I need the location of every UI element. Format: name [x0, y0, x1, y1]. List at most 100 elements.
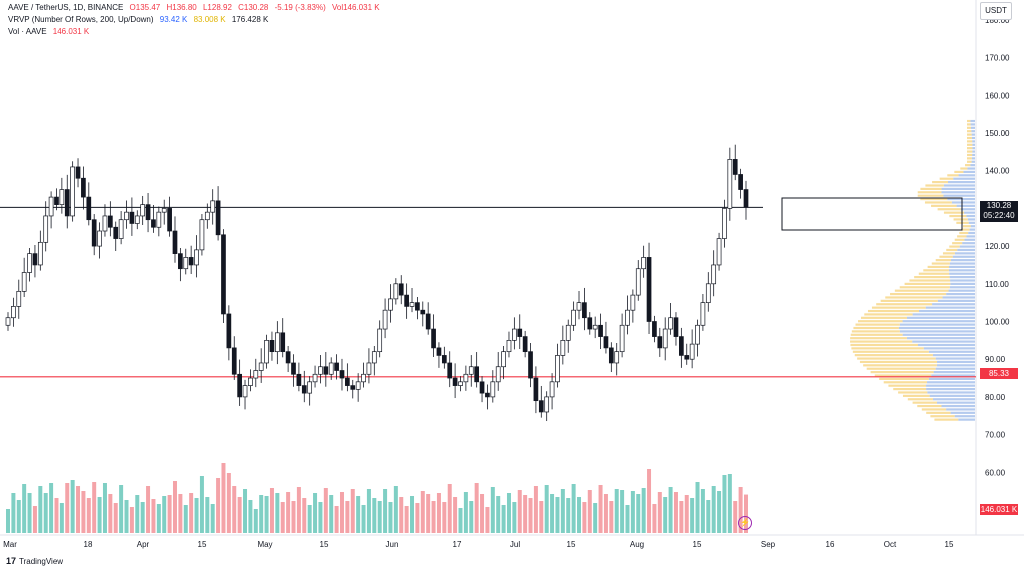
- vrvp-row-up: [964, 238, 975, 241]
- vrvp-row-up: [899, 330, 975, 333]
- candle-body: [183, 257, 189, 270]
- vrvp-row-down: [850, 340, 913, 343]
- vrvp-row-down: [946, 248, 958, 252]
- candle-body: [393, 283, 399, 300]
- candle-body: [21, 272, 27, 292]
- vrvp-label[interactable]: VRVP (Number Of Rows, 200, Up/Down): [8, 15, 154, 24]
- volume-bar: [560, 489, 565, 533]
- vrvp-row-up: [947, 197, 975, 201]
- vrvp-row-up: [949, 276, 975, 279]
- tradingview-logo-icon: 17: [6, 556, 17, 566]
- volume-bar: [738, 487, 743, 533]
- volume-bar: [81, 491, 86, 533]
- vrvp-row-up: [966, 214, 975, 218]
- vrvp-row-up: [964, 211, 975, 214]
- vrvp-row-down: [917, 191, 942, 194]
- lightning-icon[interactable]: ⚡: [738, 516, 752, 530]
- vrvp-row-up: [948, 289, 975, 292]
- volume-bar: [566, 498, 571, 533]
- change-value: -5.19 (-3.83%): [274, 3, 326, 12]
- vrvp-row-down: [912, 401, 937, 404]
- vrvp-row-down: [939, 255, 953, 258]
- volume-legend: Vol · AAVE 146.031 K: [8, 27, 93, 37]
- volume-bar: [490, 487, 495, 533]
- volume-bar: [156, 504, 161, 533]
- vrvp-row-down: [967, 140, 973, 143]
- price-axis-label: 120.00: [985, 242, 1010, 251]
- volume-bar: [684, 495, 689, 533]
- volume-bar: [22, 484, 27, 533]
- candle-body: [641, 257, 646, 270]
- symbol-title[interactable]: AAVE / TetherUS, 1D, BINANCE: [8, 3, 124, 12]
- volume-bar: [183, 505, 188, 533]
- vrvp-row-down: [851, 330, 900, 333]
- vrvp-row-down: [930, 415, 955, 418]
- volume-bar: [248, 500, 253, 533]
- vrvp-row-up: [933, 371, 975, 374]
- candle-body: [161, 208, 167, 213]
- volume-bar: [652, 504, 657, 533]
- volume-bar: [663, 497, 668, 533]
- price-axis-label: 60.00: [985, 468, 1006, 477]
- candle-body: [296, 373, 302, 386]
- price-axis-label: 150.00: [985, 129, 1010, 138]
- vrvp-row-up: [949, 262, 975, 265]
- volume-bar: [420, 491, 425, 533]
- candle-body: [43, 215, 49, 243]
- volume-indicator-label[interactable]: Vol · AAVE: [8, 27, 47, 36]
- vrvp-row-down: [899, 286, 950, 289]
- volume-bar: [226, 473, 231, 533]
- volume-bar: [614, 489, 619, 533]
- vrvp-row-up: [972, 140, 975, 143]
- candle-body: [334, 362, 339, 371]
- close-value: C130.28: [238, 3, 269, 12]
- time-axis-label: 18: [84, 540, 93, 549]
- volume-bar: [506, 493, 511, 533]
- candle-body: [657, 336, 663, 349]
- vrvp-row-down: [917, 404, 942, 408]
- candle-body: [108, 215, 113, 228]
- vrvp-row-down: [898, 391, 928, 394]
- volume-bar: [280, 502, 285, 533]
- candle-body: [323, 366, 329, 375]
- value-area-box: [781, 197, 963, 231]
- vrvp-row-up: [969, 228, 975, 231]
- tradingview-label: TradingView: [19, 556, 64, 566]
- volume-bar: [501, 505, 506, 533]
- currency-button[interactable]: USDT: [980, 2, 1012, 20]
- candle-body: [81, 177, 86, 198]
- volume-bar: [647, 469, 652, 533]
- candle-body: [447, 362, 453, 379]
- candle-body: [463, 373, 469, 383]
- level-price-tag: 85.33: [980, 368, 1018, 379]
- volume-bar: [533, 486, 538, 533]
- volume-bar: [598, 485, 603, 533]
- tradingview-footer: 17 TradingView: [6, 556, 63, 566]
- candle-body: [431, 328, 436, 349]
- vrvp-row-up: [926, 387, 975, 391]
- vrvp-row-up: [932, 303, 975, 306]
- vrvp-row-down: [942, 252, 955, 255]
- vrvp-row-down: [967, 136, 972, 140]
- candle-body: [226, 313, 232, 349]
- vrvp-row-up: [954, 252, 975, 255]
- vrvp-row-up: [972, 147, 975, 150]
- candle-body: [646, 257, 652, 322]
- volume-bar: [38, 486, 43, 533]
- volume-bar: [286, 492, 291, 533]
- candle-body: [199, 219, 205, 251]
- vrvp-row-up: [936, 364, 975, 367]
- vrvp-row-up: [972, 153, 975, 157]
- volume-bar: [668, 487, 673, 533]
- vrvp-row-up: [937, 299, 975, 302]
- vrvp-row-down: [967, 147, 973, 150]
- volume-bar: [16, 500, 21, 533]
- candle-body: [415, 302, 420, 311]
- vrvp-row-down: [926, 411, 951, 414]
- price-axis-label: 110.00: [985, 280, 1009, 289]
- vrvp-row-down: [925, 184, 944, 187]
- candle-body: [124, 211, 129, 221]
- volume-bar: [388, 502, 393, 533]
- high-value: H136.80: [166, 3, 197, 12]
